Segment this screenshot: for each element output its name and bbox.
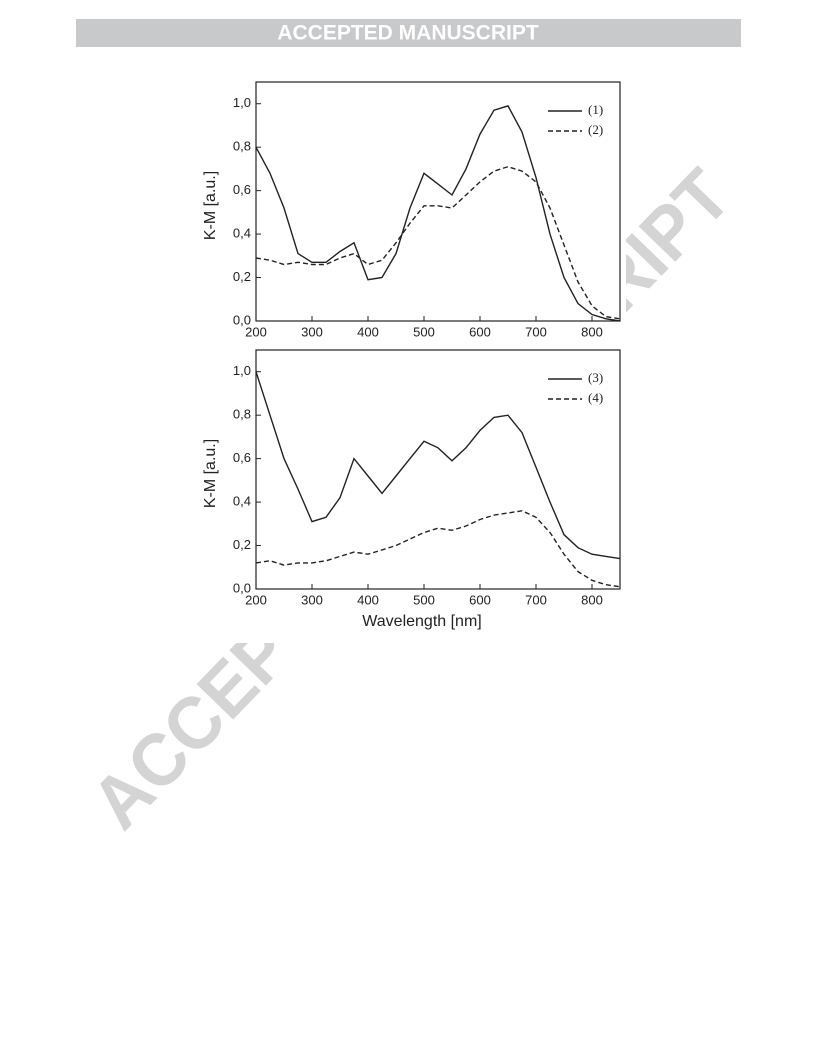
- x-tick-label: 600: [469, 592, 491, 607]
- y-tick-label: 0,4: [233, 494, 251, 509]
- x-tick-label: 800: [581, 592, 603, 607]
- series-line: [255, 105, 621, 322]
- y-tick-label: 0,8: [233, 139, 251, 154]
- y-tick-label: 0,6: [233, 182, 251, 197]
- banner: [76, 19, 741, 47]
- x-tick-label: 600: [469, 324, 491, 339]
- y-tick-label: 1,0: [233, 95, 251, 110]
- x-tick-label: 200: [245, 592, 267, 607]
- x-tick-label: 200: [245, 324, 267, 339]
- y-tick-label: 0,4: [233, 226, 251, 241]
- legend-label: (4): [588, 390, 603, 405]
- x-tick-label: 400: [357, 592, 379, 607]
- y-tick-label: 0,2: [233, 269, 251, 284]
- x-axis-title: Wavelength [nm]: [362, 613, 481, 630]
- y-axis-title: K-M [a.u.]: [202, 439, 219, 508]
- y-tick-label: 0,2: [233, 537, 251, 552]
- y-tick-label: 0,6: [233, 450, 251, 465]
- y-tick-label: 0,0: [233, 312, 251, 327]
- figure-background: [196, 78, 626, 643]
- plot-frame: [255, 81, 621, 322]
- legend-label: (3): [588, 370, 603, 385]
- x-tick-label: 800: [581, 324, 603, 339]
- y-axis-title: K-M [a.u.]: [202, 171, 219, 240]
- x-tick-label: 700: [525, 324, 547, 339]
- series-line: [255, 510, 621, 588]
- y-tick-label: 0,8: [233, 407, 251, 422]
- plot-frame: [255, 349, 621, 590]
- x-tick-label: 400: [357, 324, 379, 339]
- banner-title: ACCEPTED MANUSCRIPT: [277, 22, 539, 45]
- x-tick-label: 700: [525, 592, 547, 607]
- x-tick-label: 500: [413, 324, 435, 339]
- x-tick-label: 500: [413, 592, 435, 607]
- y-tick-label: 0,0: [233, 580, 251, 595]
- series-line: [255, 165, 621, 320]
- legend-label: (1): [588, 102, 603, 117]
- series-line: [255, 371, 621, 560]
- x-tick-label: 300: [301, 592, 323, 607]
- x-tick-label: 300: [301, 324, 323, 339]
- y-tick-label: 1,0: [233, 363, 251, 378]
- legend-label: (2): [588, 122, 603, 137]
